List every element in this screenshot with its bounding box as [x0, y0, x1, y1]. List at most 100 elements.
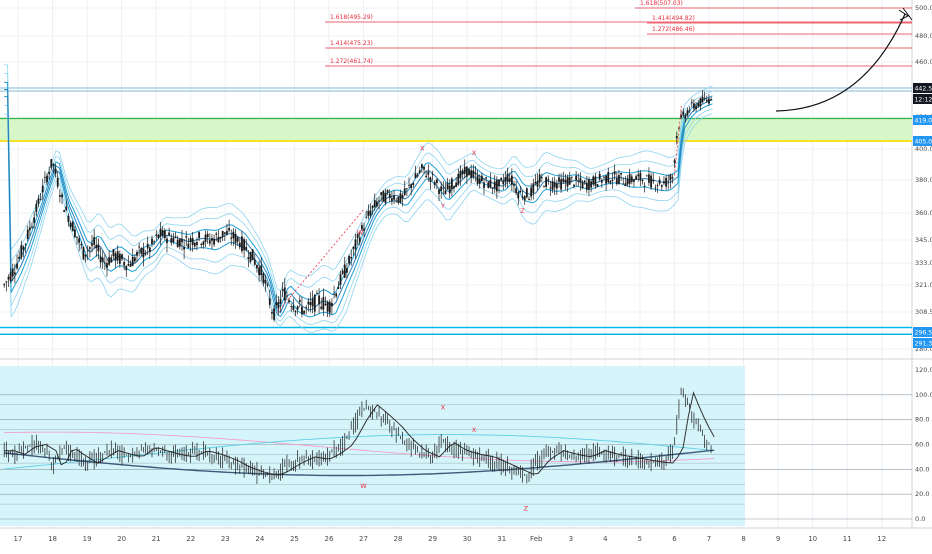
candle-body [247, 257, 249, 259]
candle-body [128, 264, 130, 265]
candle-body [393, 196, 395, 200]
candle-body [624, 183, 626, 186]
candle-body [237, 237, 239, 241]
candle-body [691, 102, 693, 103]
candle-body [185, 236, 187, 237]
candle-body [145, 253, 147, 254]
candle-body [689, 110, 691, 111]
candle-body [166, 239, 168, 244]
candle-body [235, 234, 237, 243]
candle-body [74, 229, 76, 237]
candle-body [417, 175, 419, 177]
candle-body [192, 238, 194, 245]
candle-body [633, 179, 635, 182]
candle-body [584, 181, 586, 183]
candle-body [485, 177, 487, 178]
osc-wave-label: X [472, 426, 477, 434]
candle-body [586, 183, 588, 190]
candle-body [440, 186, 442, 191]
candle-body [541, 177, 543, 178]
candle-body [607, 172, 609, 182]
osc-axis-label: 0.0 [915, 515, 925, 523]
candle-body [622, 184, 624, 185]
candle-body [48, 172, 50, 174]
price-badge-label: 12:12 [915, 97, 932, 104]
osc-axis-label: 80.0 [915, 416, 929, 424]
candle-body [558, 177, 560, 181]
candle-body [543, 187, 545, 188]
candle-body [594, 176, 596, 185]
osc-axis-label: 60.0 [915, 441, 929, 449]
candle-body [601, 180, 603, 182]
candle-body [316, 293, 318, 294]
candle-body [496, 180, 498, 191]
candle-body [702, 97, 704, 103]
candle-body [363, 228, 365, 230]
candle-body [457, 174, 459, 185]
candle-body [181, 239, 183, 243]
time-axis-label: 12 [877, 535, 886, 543]
candle-body [220, 237, 222, 239]
candle-body [481, 176, 483, 181]
candle-body [83, 247, 85, 259]
candle-body [498, 179, 500, 186]
candle-body [149, 247, 151, 252]
candle-body [567, 177, 569, 186]
candle-body [138, 246, 140, 247]
candle-body [53, 164, 55, 166]
candle-body [449, 186, 451, 194]
candle-body [277, 302, 279, 308]
time-axis-label: 21 [152, 535, 161, 543]
candle-body [299, 300, 301, 302]
time-axis-label: 8 [741, 535, 745, 543]
candle-body [262, 273, 264, 283]
time-axis-label: 23 [221, 535, 230, 543]
candle-body [239, 243, 241, 247]
candle-body [704, 98, 706, 99]
candle-body [580, 178, 582, 183]
candle-body [492, 187, 494, 188]
candle-body [20, 245, 22, 258]
candle-body [490, 180, 492, 188]
candle-body [421, 164, 423, 168]
candle-body [618, 175, 620, 184]
candle-body [194, 243, 196, 247]
candle-body [113, 249, 115, 256]
time-axis-label: 27 [359, 535, 368, 543]
candle-body [676, 136, 678, 138]
candle-body [451, 179, 453, 189]
candle-body [267, 284, 269, 285]
candle-body [153, 241, 155, 242]
fib-level-label: 1.414(475.23) [330, 40, 373, 47]
candle-body [432, 174, 434, 175]
candle-body [89, 247, 91, 249]
price-axis-label: 333.00 [915, 259, 932, 267]
candle-body [445, 191, 447, 195]
candle-body [325, 304, 327, 305]
time-axis-label: 28 [394, 535, 403, 543]
candle-body [526, 188, 528, 197]
candle-body [502, 181, 504, 184]
candle-body [117, 251, 119, 260]
candle-body [639, 173, 641, 180]
candle-body [136, 252, 138, 256]
candle-body [609, 181, 611, 183]
candle-body [275, 303, 277, 306]
candle-body [552, 181, 554, 190]
candle-body [344, 265, 346, 278]
candle-body [376, 201, 378, 206]
candle-body [447, 183, 449, 189]
candle-body [657, 185, 659, 186]
candle-body [29, 227, 31, 230]
candle-body [115, 253, 117, 260]
candle-body [80, 244, 82, 245]
osc-wave-label: W [360, 482, 367, 490]
price-axis-label: 360.00 [915, 209, 932, 217]
candle-body [434, 182, 436, 185]
time-axis-label: 25 [290, 535, 299, 543]
candle-body [104, 263, 106, 264]
candle-body [269, 298, 271, 305]
candle-body [280, 299, 282, 304]
